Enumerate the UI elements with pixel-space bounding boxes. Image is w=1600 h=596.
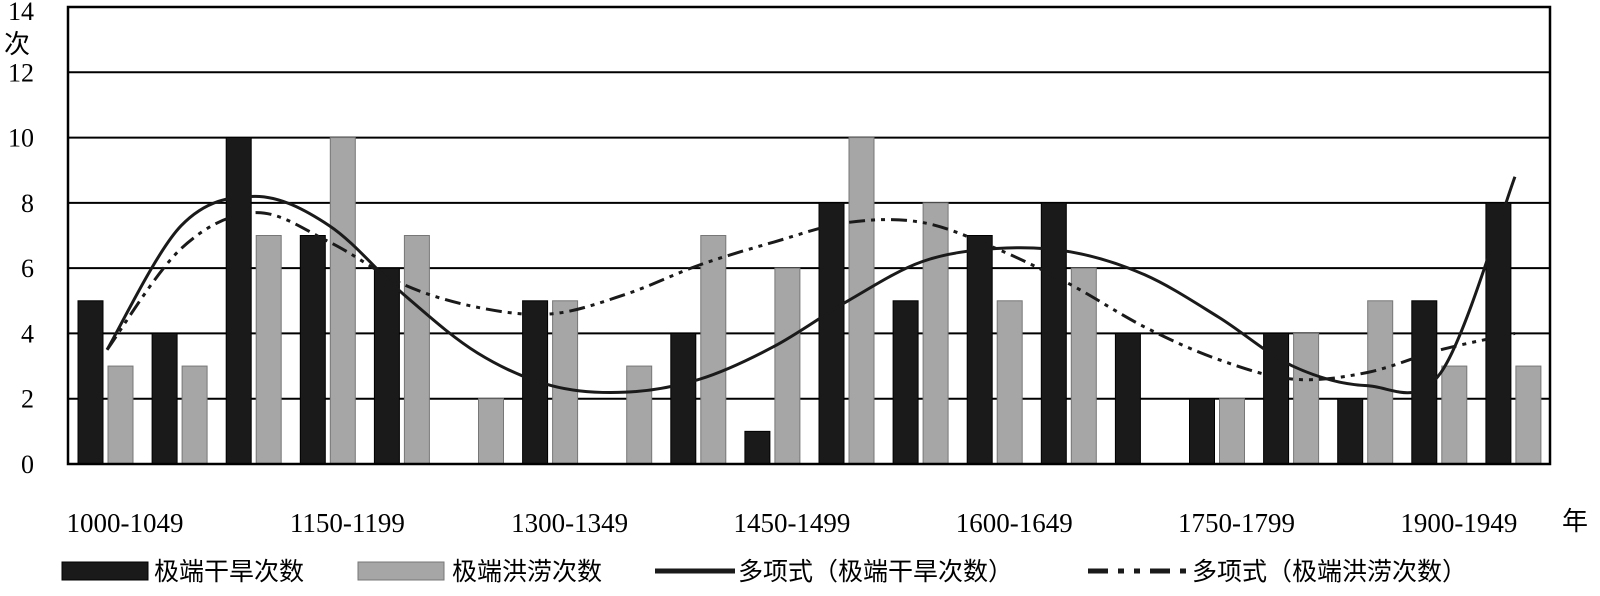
drought-bar-1650-1699 — [1040, 202, 1067, 465]
trendlines — [105, 176, 1517, 395]
x-tick-label: 1300-1349 — [511, 508, 628, 538]
y-tick-label: 6 — [21, 254, 34, 283]
y-tick-label: 0 — [21, 450, 34, 479]
legend-label: 多项式（极端干旱次数） — [738, 557, 1013, 586]
drought-bar-1150-1199 — [299, 235, 326, 465]
flood-bar-1050-1099 — [181, 365, 208, 465]
x-axis-label: 年 — [1562, 507, 1588, 537]
flood-bar-1300-1349 — [552, 300, 579, 465]
bars — [77, 137, 1542, 465]
drought-bar-1900-1949 — [1411, 300, 1438, 465]
legend-label: 多项式（极端洪涝次数） — [1192, 557, 1467, 586]
drought-bar-1700-1749 — [1114, 332, 1141, 465]
drought-bar-1950-1999 — [1485, 202, 1512, 465]
flood-bar-1550-1599 — [922, 202, 949, 465]
flood-bar-1150-1199 — [329, 137, 356, 465]
drought-bar-1850-1899 — [1337, 398, 1364, 465]
drought-bar-1800-1849 — [1263, 332, 1290, 465]
legend-swatch — [357, 561, 445, 581]
x-tick-label: 1000-1049 — [67, 508, 184, 538]
legend-label: 极端洪涝次数 — [452, 557, 602, 586]
x-axis-ticks: 1000-1049 1150-1199 1300-1349 1450-1499 1600… — [67, 508, 1518, 538]
drought-bar-1500-1549 — [818, 202, 845, 465]
drought-bar-1200-1249 — [373, 267, 400, 465]
flood-bar-1350-1399 — [626, 365, 653, 465]
y-tick-label: 4 — [21, 319, 34, 348]
y-tick-label: 12 — [8, 58, 34, 87]
x-tick-label: 1450-1499 — [733, 508, 850, 538]
x-tick-label: 1150-1199 — [290, 508, 405, 538]
drought-bar-1750-1799 — [1189, 398, 1215, 465]
x-tick-label: 1900-1949 — [1400, 508, 1517, 538]
flood-bar-1950-1999 — [1515, 365, 1542, 465]
flood-bar-1850-1899 — [1367, 300, 1394, 465]
flood-bar-1900-1949 — [1441, 365, 1468, 465]
legend-label: 极端干旱次数 — [154, 557, 304, 586]
drought-trendline — [105, 176, 1517, 395]
flood-bar-1200-1249 — [403, 235, 430, 465]
x-tick-label: 1600-1649 — [956, 508, 1073, 538]
y-axis-label: 次 — [4, 30, 30, 60]
drought-bar-1050-1099 — [151, 332, 178, 465]
flood-bar-1650-1699 — [1070, 267, 1097, 465]
legend: 极端干旱次数 极端洪涝次数 多项式（极端干旱次数） 多项式（极端洪涝次数） — [61, 557, 1467, 586]
drought-bar-1400-1449 — [670, 332, 697, 465]
flood-bar-1600-1649 — [996, 300, 1023, 465]
drought-bar-1600-1649 — [966, 235, 993, 465]
flood-bar-1450-1499 — [774, 267, 801, 465]
x-tick-label: 1750-1799 — [1178, 508, 1295, 538]
grid-lines — [68, 71, 1550, 400]
flood-bar-1100-1149 — [255, 235, 282, 465]
y-axis-ticks: 0 2 4 6 8 10 12 14 — [8, 0, 34, 479]
flood-bar-1750-1799 — [1219, 398, 1245, 465]
flood-bar-1800-1849 — [1293, 332, 1320, 465]
y-tick-label: 14 — [8, 0, 34, 26]
flood-bar-1500-1549 — [848, 137, 875, 465]
flood-bar-1250-1299 — [478, 398, 504, 465]
drought-bar-1000-1049 — [77, 300, 104, 465]
plot-frame — [66, 5, 1552, 466]
drought-bar-1450-1499 — [744, 430, 771, 465]
flood-trendline — [105, 211, 1516, 382]
drought-bar-1550-1599 — [892, 300, 919, 465]
flood-bar-1000-1049 — [107, 365, 134, 465]
y-tick-label: 8 — [21, 189, 34, 218]
drought-bar-1100-1149 — [225, 137, 252, 465]
flood-bar-1400-1449 — [700, 235, 727, 465]
y-tick-label: 10 — [8, 124, 34, 153]
legend-swatch — [61, 561, 149, 581]
y-tick-label: 2 — [21, 385, 34, 414]
